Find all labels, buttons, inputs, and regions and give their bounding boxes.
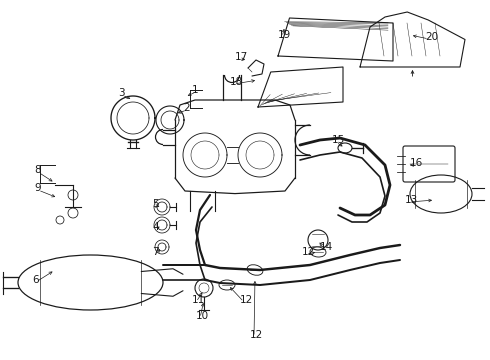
Text: 6: 6 — [32, 275, 39, 285]
Text: 20: 20 — [425, 32, 438, 42]
Text: 16: 16 — [410, 158, 423, 168]
Text: 17: 17 — [235, 52, 248, 62]
Text: 15: 15 — [332, 135, 345, 145]
Text: 12: 12 — [240, 295, 253, 305]
Text: 11: 11 — [192, 295, 205, 305]
Text: 12: 12 — [250, 330, 263, 340]
Text: 3: 3 — [118, 88, 124, 98]
Text: 1: 1 — [192, 85, 198, 95]
Text: 18: 18 — [230, 77, 243, 87]
Text: 7: 7 — [152, 247, 159, 257]
Text: 14: 14 — [320, 242, 333, 252]
Text: 5: 5 — [152, 199, 159, 209]
Text: 12: 12 — [302, 247, 315, 257]
Text: 19: 19 — [278, 30, 291, 40]
Text: 8: 8 — [34, 165, 41, 175]
Text: 10: 10 — [196, 311, 209, 321]
Text: 13: 13 — [405, 195, 418, 205]
Text: 9: 9 — [34, 183, 41, 193]
Text: 4: 4 — [152, 222, 159, 232]
Text: 2: 2 — [183, 103, 190, 113]
